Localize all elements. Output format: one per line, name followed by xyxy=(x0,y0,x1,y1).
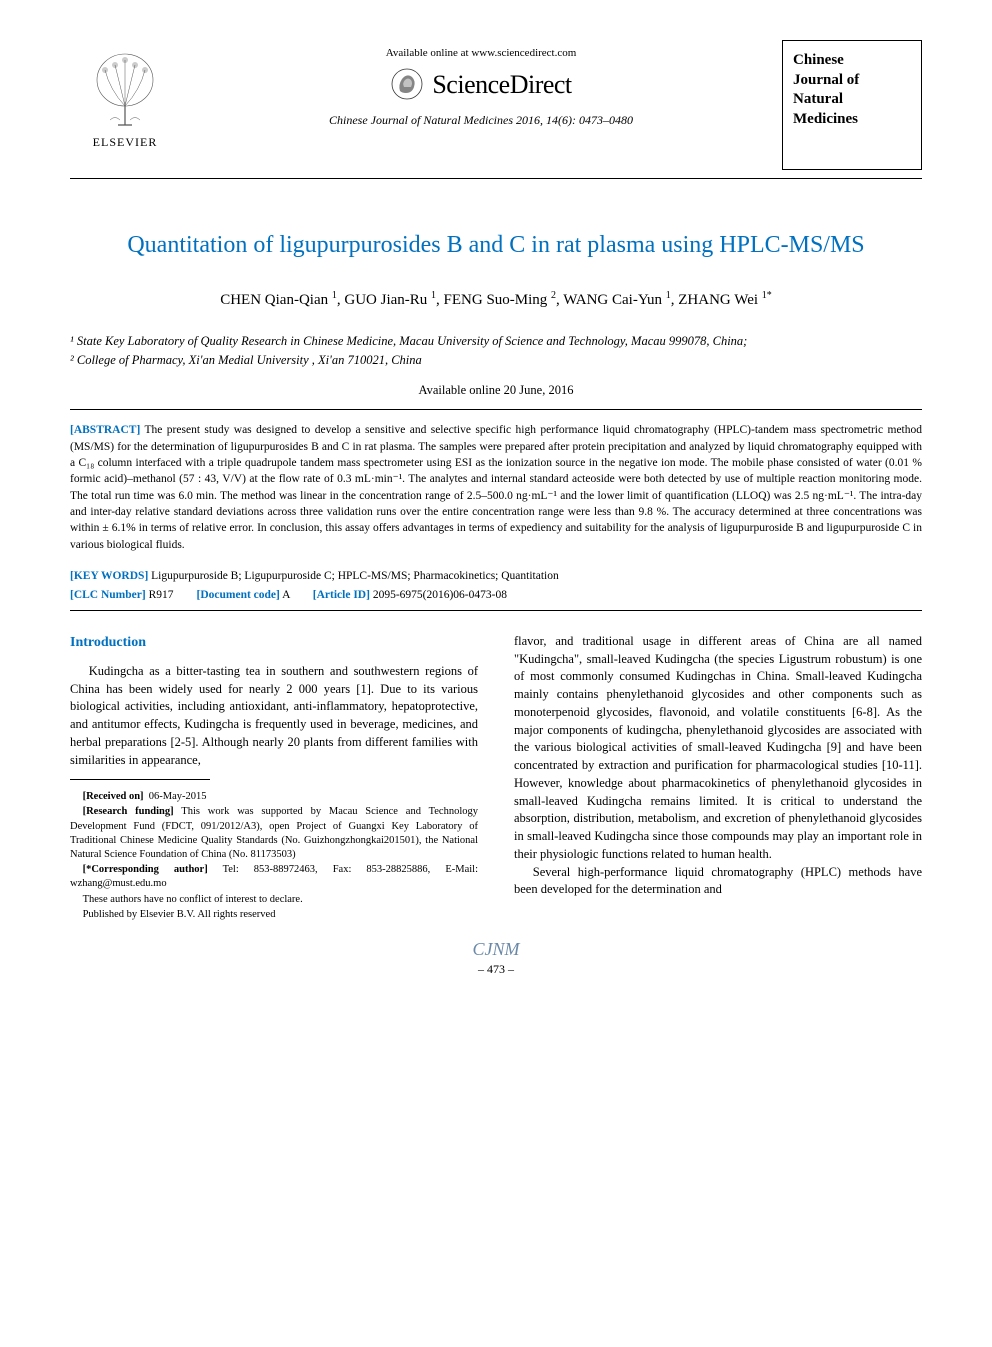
header-center: Available online at www.sciencedirect.co… xyxy=(180,40,782,128)
keywords-text: Ligupurpuroside B; Ligupurpuroside C; HP… xyxy=(151,570,559,582)
article-title: Quantitation of ligupurpurosides B and C… xyxy=(110,229,882,261)
journal-box-line-2: Journal of xyxy=(793,71,911,91)
received-text: 06-May-2015 xyxy=(149,791,207,802)
abstract-label: [ABSTRACT] xyxy=(70,424,140,436)
footnote-conflict: These authors have no conflict of intere… xyxy=(70,893,478,907)
abstract-text: The present study was designed to develo… xyxy=(70,424,922,550)
sciencedirect-icon xyxy=(390,67,424,101)
introduction-heading: Introduction xyxy=(70,633,478,653)
keywords-label: [KEY WORDS] xyxy=(70,570,148,582)
document-code-label: [Document code] xyxy=(197,589,280,601)
elsevier-label: ELSEVIER xyxy=(93,134,158,150)
elsevier-logo-block: ELSEVIER xyxy=(70,40,180,150)
available-online-date: Available online 20 June, 2016 xyxy=(70,382,922,399)
column-left: Introduction Kudingcha as a bitter-tasti… xyxy=(70,633,478,923)
footnote-publisher: Published by Elsevier B.V. All rights re… xyxy=(70,908,478,922)
article-id-label: [Article ID] xyxy=(313,589,370,601)
funding-label: [Research funding] xyxy=(83,806,174,817)
journal-box-line-4: Medicines xyxy=(793,110,911,130)
footnote-corresponding: [*Corresponding author] Tel: 853-8897246… xyxy=(70,863,478,891)
header: ELSEVIER Available online at www.science… xyxy=(70,40,922,179)
affiliation-1: ¹ State Key Laboratory of Quality Resear… xyxy=(70,333,922,350)
keywords-line: [KEY WORDS] Ligupurpuroside B; Ligupurpu… xyxy=(70,569,922,585)
column-right: flavor, and traditional usage in differe… xyxy=(514,633,922,923)
abstract: [ABSTRACT] The present study was designe… xyxy=(70,416,922,559)
available-online-text: Available online at www.sciencedirect.co… xyxy=(200,46,762,61)
authors-line: CHEN Qian-Qian 1, GUO Jian-Ru 1, FENG Su… xyxy=(70,289,922,310)
footer-logo: CJNM xyxy=(70,937,922,961)
page-footer: CJNM – 473 – xyxy=(70,937,922,977)
clc-label: [CLC Number] xyxy=(70,589,146,601)
rule-top xyxy=(70,409,922,410)
footnote-received: [Received on] 06-May-2015 xyxy=(70,790,478,804)
intro-col1-p1: Kudingcha as a bitter-tasting tea in sou… xyxy=(70,663,478,770)
corresponding-label: [*Corresponding author] xyxy=(83,864,208,875)
rule-bottom xyxy=(70,610,922,611)
article-id-value: 2095-6975(2016)06-0473-08 xyxy=(373,589,507,601)
page-number: – 473 – xyxy=(70,961,922,977)
body-columns: Introduction Kudingcha as a bitter-tasti… xyxy=(70,633,922,923)
page-container: ELSEVIER Available online at www.science… xyxy=(0,0,992,1007)
sciencedirect-logo: ScienceDirect xyxy=(200,67,762,102)
journal-title-box: Chinese Journal of Natural Medicines xyxy=(782,40,922,170)
received-label: [Received on] xyxy=(83,791,144,802)
document-code-value: A xyxy=(282,589,290,601)
intro-col2-p1: flavor, and traditional usage in differe… xyxy=(514,633,922,864)
elsevier-tree-icon xyxy=(90,50,160,130)
journal-reference: Chinese Journal of Natural Medicines 201… xyxy=(200,112,762,128)
sciencedirect-text: ScienceDirect xyxy=(432,67,571,102)
clc-value: R917 xyxy=(149,589,174,601)
journal-box-line-1: Chinese xyxy=(793,51,911,71)
footnote-separator xyxy=(70,779,210,780)
footnote-funding: [Research funding] This work was support… xyxy=(70,805,478,862)
meta-line: [CLC Number] R917 [Document code] A [Art… xyxy=(70,588,922,604)
journal-box-line-3: Natural xyxy=(793,90,911,110)
affiliation-2: ² College of Pharmacy, Xi'an Medial Univ… xyxy=(70,352,922,369)
affiliations: ¹ State Key Laboratory of Quality Resear… xyxy=(70,333,922,369)
footnotes: [Received on] 06-May-2015 [Research fund… xyxy=(70,790,478,922)
intro-col2-p2: Several high-performance liquid chromato… xyxy=(514,864,922,900)
